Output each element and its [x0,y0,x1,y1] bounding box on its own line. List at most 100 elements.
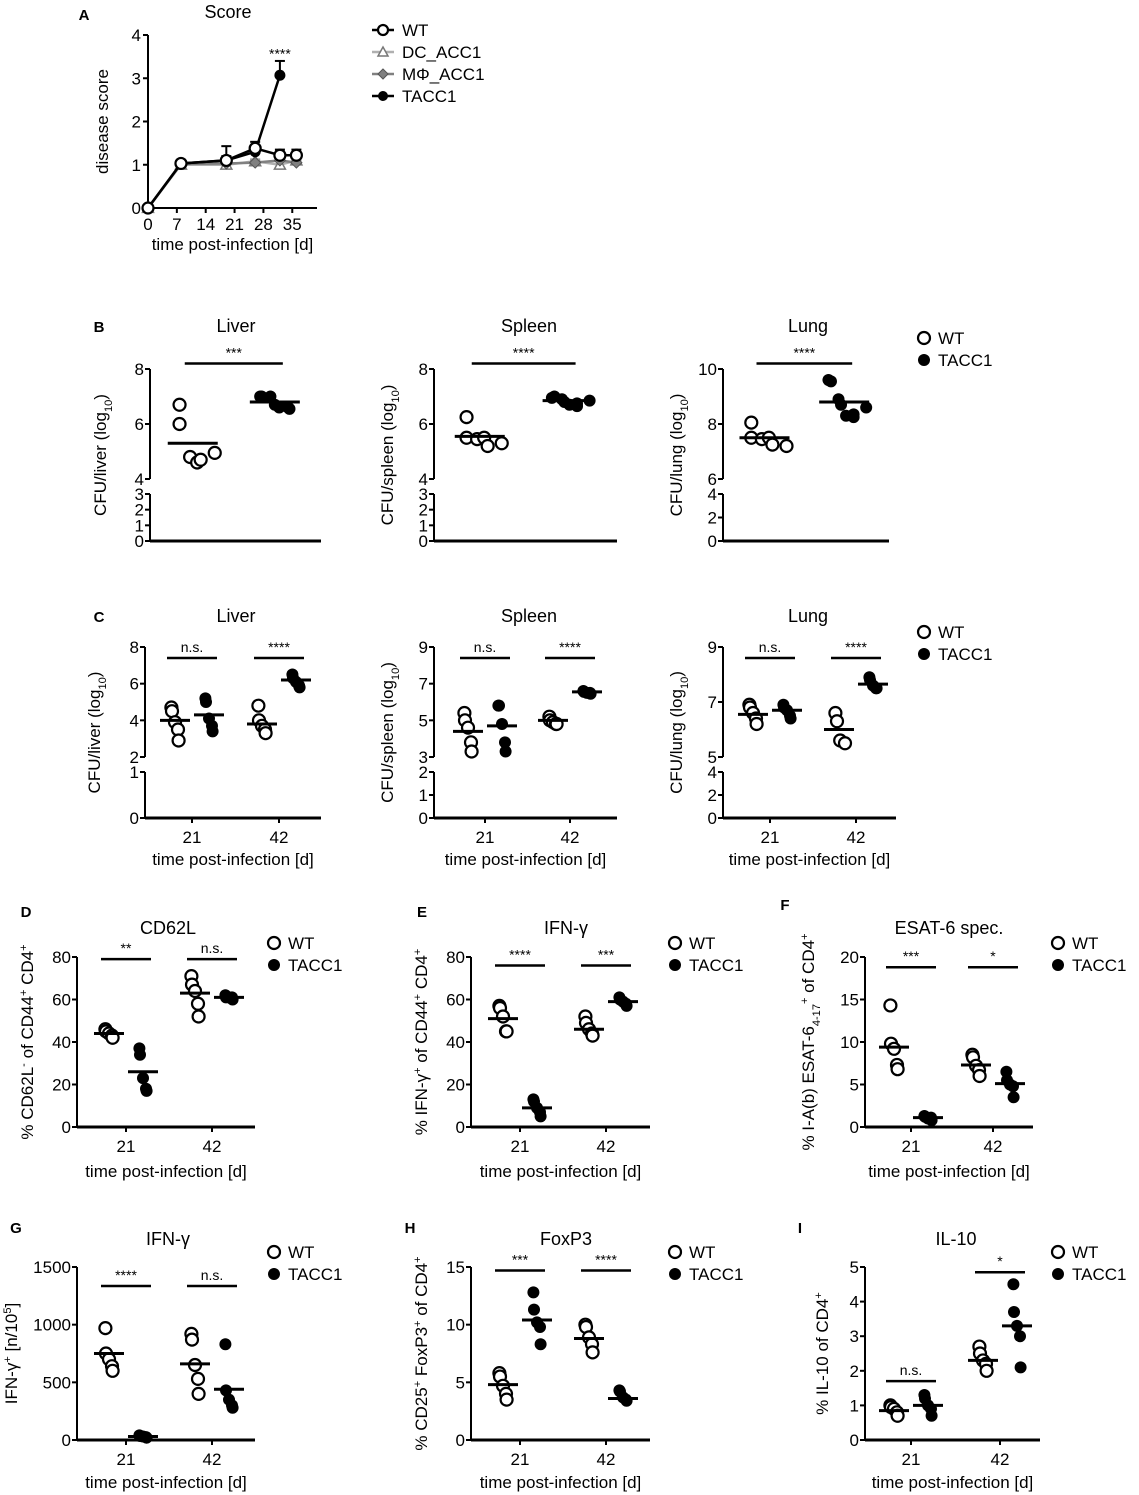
x-tick-label: 21 [225,215,244,234]
label-subscript: 4-17 [811,1004,823,1026]
data-point-wt [499,1392,514,1407]
significance-label: n.s. [900,1362,923,1378]
label-supscript: 5 [2,1308,14,1314]
panel-label-d: D [21,904,32,921]
data-point-tacc1 [847,408,860,421]
x-tick-label: 0 [143,215,152,234]
y-axis-label: IFN-γ+ [n/105] [2,1303,21,1404]
legend-marker-filled-circle [669,959,681,971]
chart-title: Score [204,2,251,22]
panel-label-a: A [79,7,90,24]
x-tick-label: 42 [561,828,580,847]
label-part: CFU/spleen (log [378,403,397,526]
data-point-wt [193,452,208,467]
data-point-tacc1 [925,1409,938,1422]
legend-label: TACC1 [938,351,992,370]
y-tick-label: 6 [419,415,428,434]
data-point-tacc1 [925,1114,938,1127]
legend-marker-filled-circle [1052,1268,1064,1280]
panel-label-e: E [417,904,427,921]
label-supscript: + [412,1381,424,1387]
chart-title: Spleen [501,316,557,336]
y-tick-label: 60 [446,991,465,1010]
label-part: % IL-10 of CD4 [813,1299,832,1415]
data-point-wt [837,736,853,751]
label-part: disease score [93,69,112,174]
y-axis-label: CFU/liver (log10) [85,672,109,794]
y-tick-label: 80 [446,948,465,967]
data-point-tacc1 [137,1072,149,1085]
x-axis-label: time post-infection [d] [152,850,314,869]
y-tick-label: 1000 [33,1316,71,1335]
x-tick-label: 42 [203,1137,222,1156]
label-supscript: + [799,933,811,939]
data-point-tacc1 [527,1286,540,1299]
data-point [273,148,287,162]
legend-marker-filled-circle [378,91,388,101]
data-point-tacc1 [620,1394,633,1407]
y-tick-label: 2 [130,748,139,767]
legend-marker-filled-circle [669,1268,681,1280]
y-tick-label: 0 [850,1118,859,1137]
label-supscript: + [813,1292,825,1298]
y-axis-label: CFU/lung (log10) [667,394,691,517]
y-tick-label: 4 [708,763,717,782]
data-point-tacc1 [282,401,295,414]
legend-marker-open-circle [667,935,683,951]
y-tick-label: 20 [840,948,859,967]
y-tick-label: 80 [52,948,71,967]
data-point-wt [979,1363,994,1378]
panel-label-b: B [94,319,105,336]
y-tick-label: 1 [419,516,428,535]
label-part: CFU/liver (log [91,412,110,516]
y-tick-label: 3 [419,748,428,767]
y-tick-label: 3 [419,485,428,504]
legend-marker-open-circle [266,935,282,951]
x-tick-label: 21 [511,1450,530,1469]
data-point-tacc1 [493,699,505,712]
y-tick-label: 4 [850,1293,859,1312]
significance-label: n.s. [759,639,782,655]
y-tick-label: 0 [62,1431,71,1450]
y-axis-label: CFU/spleen (log10) [378,385,402,526]
legend-marker-filled-circle [268,1268,280,1280]
x-tick-label: 42 [270,828,289,847]
legend-marker-open-circle [376,23,390,37]
chart-title: Liver [216,606,255,626]
significance-label: ** [121,940,132,956]
legend-label: WT [1072,934,1098,953]
x-tick-label: 7 [172,215,181,234]
label-part: ) [85,672,104,678]
legend-label: WT [1072,1243,1098,1262]
y-tick-label: 5 [419,711,428,730]
y-tick-label: 7 [419,675,428,694]
x-tick-label: 21 [117,1137,136,1156]
x-axis-label: time post-infection [d] [729,850,891,869]
panel-label-g: G [10,1220,22,1237]
data-point-tacc1 [293,681,306,694]
legend-label: MΦ_ACC1 [402,65,485,84]
significance-label: **** [268,639,290,655]
chart-title: CD62L [140,918,196,938]
y-tick-label: 9 [708,638,717,657]
data-point-tacc1 [1000,1065,1013,1078]
data-point-tacc1 [571,400,584,413]
y-tick-label: 3 [135,485,144,504]
data-point-wt [499,1024,514,1039]
label-part: ) [378,385,397,391]
data-point-wt [184,1332,200,1347]
data-point-wt [883,998,898,1013]
data-point [248,141,262,155]
y-tick-label: 7 [708,693,717,712]
y-tick-label: 9 [419,638,428,657]
data-point-wt [464,744,479,759]
y-tick-label: 60 [52,991,71,1010]
y-tick-label: 15 [446,1258,465,1277]
data-point [141,201,155,215]
legend-label: TACC1 [288,1265,342,1284]
y-tick-label: 5 [850,1258,859,1277]
label-supscript: + [18,990,30,996]
y-tick-label: 2 [135,501,144,520]
data-point-tacc1 [206,725,219,738]
label-supscript: + [2,1356,14,1362]
